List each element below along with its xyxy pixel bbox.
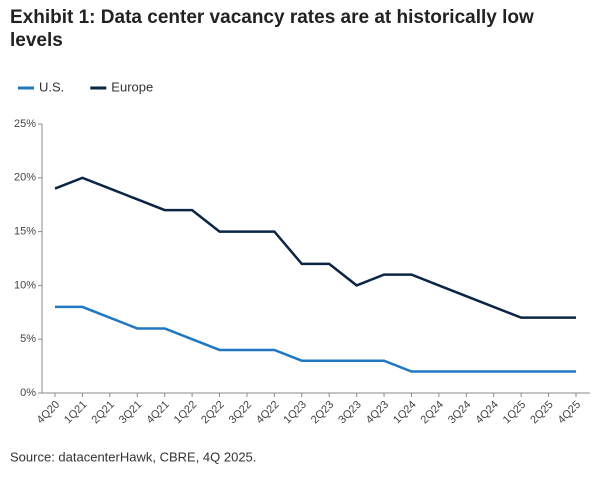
x-tick-label: 3Q22: [227, 399, 255, 427]
y-tick-label: 20%: [14, 172, 36, 184]
y-tick-label: 15%: [14, 226, 36, 238]
x-tick-label: 3Q21: [117, 399, 145, 427]
legend-label: U.S.: [39, 79, 64, 94]
x-tick-label: 2Q25: [528, 399, 556, 427]
x-tick-label: 1Q23: [281, 399, 309, 427]
x-tick-label: 3Q24: [446, 399, 474, 427]
source-note: Source: datacenterHawk, CBRE, 4Q 2025.: [10, 449, 256, 464]
x-tick-label: 1Q25: [501, 399, 529, 427]
series-line: [54, 176, 576, 319]
x-tick-label: 4Q23: [364, 399, 392, 427]
legend-label: Europe: [111, 79, 153, 94]
y-tick-label: 25%: [14, 118, 36, 130]
y-tick-label: 10%: [14, 279, 36, 291]
y-tick-label: 0%: [20, 387, 36, 399]
x-tick-label: 2Q21: [89, 399, 117, 427]
chart-title: Exhibit 1: Data center vacancy rates are…: [10, 7, 534, 51]
x-tick-label: 3Q23: [336, 399, 364, 427]
series-line: [55, 305, 576, 373]
x-tick-label: 4Q25: [556, 399, 584, 427]
x-tick-label: 1Q24: [391, 399, 419, 427]
x-tick-label: 4Q22: [254, 399, 282, 427]
x-tick-label: 4Q21: [144, 399, 172, 427]
x-tick-label: 2Q22: [199, 399, 227, 427]
x-tick-label: 1Q22: [172, 399, 200, 427]
x-tick-label: 4Q20: [35, 399, 63, 427]
x-tick-label: 1Q21: [62, 399, 90, 427]
x-tick-label: 2Q23: [309, 399, 337, 427]
x-tick-label: 2Q24: [419, 399, 447, 427]
y-tick-label: 5%: [20, 333, 36, 345]
x-tick-label: 4Q24: [473, 399, 501, 427]
